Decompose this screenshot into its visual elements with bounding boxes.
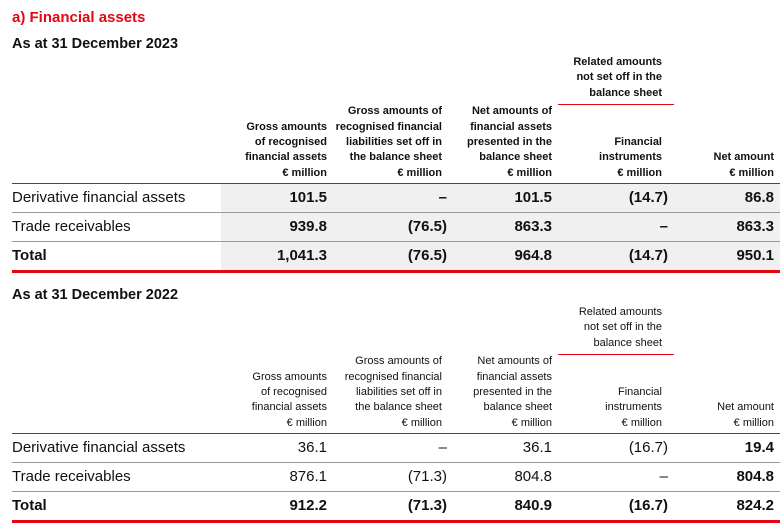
col-header-set-off: Gross amounts of recognised financial liab… [333,104,453,184]
cell-value: 824.2 [674,491,780,523]
header-line: € million [507,166,552,179]
header-line: the balance sheet [349,151,442,164]
header-line: Net amounts of [471,105,552,118]
header-line: € million [617,166,662,179]
cell-value: (14.7) [558,183,674,213]
header-line: financial assets [476,370,552,383]
cell-value: 939.8 [221,212,333,242]
cell-value: 912.2 [221,491,333,523]
col-header-financial-instruments: Financial instruments € million [558,104,674,184]
cell-value: 19.4 [674,433,780,463]
table-row: Total 912.2 (71.3) 840.9 (16.7) 824.2 [12,491,780,523]
cell-value: 36.1 [221,433,333,463]
header-line: Gross amounts [246,120,327,133]
header-line: € million [621,416,662,429]
financial-assets-table: Related amounts not set off in the balan… [12,305,780,523]
header-line: of recognised [260,385,327,398]
group-header-text: Related amounts not set off in the balan… [578,306,662,349]
group-header-text: Related amounts not set off in the balan… [573,56,662,99]
header-line: presented in the [467,135,552,148]
header-line: balance sheet [479,151,552,164]
cell-value: (71.3) [333,491,453,523]
cell-value: 1,041.3 [221,241,333,273]
row-label: Trade receivables [12,462,221,492]
cell-value: 804.8 [453,462,558,492]
header-line: € million [397,166,442,179]
header-line: financial assets [245,151,327,164]
cell-value: – [333,433,453,463]
header-line: Net amount [713,151,775,164]
cell-value: 86.8 [674,183,780,213]
header-line: Net amount [717,401,774,414]
financial-assets-table: Related amounts not set off in the balan… [12,55,780,273]
cell-value: (16.7) [558,433,674,463]
header-line: recognised financial [335,120,442,133]
row-label: Total [12,491,221,523]
cell-value: (14.7) [558,241,674,273]
group-header: Related amounts not set off in the balan… [558,55,674,105]
header-line: recognised financial [344,370,442,383]
header-line: € million [733,416,774,429]
header-line: presented in the [473,385,552,398]
row-label: Total [12,241,221,273]
cell-value: 863.3 [453,212,558,242]
col-header-set-off: Gross amounts of recognised financial liab… [333,354,453,434]
table-row: Trade receivables 876.1 (71.3) 804.8–804.8 [12,462,780,492]
header-line: Gross amounts [252,370,327,383]
cell-value: (16.7) [558,491,674,523]
row-label: Trade receivables [12,212,221,242]
cell-value: – [558,212,674,242]
col-header-gross: Gross amounts of recognised financial asse… [221,354,333,434]
section-heading: As at 31 December 2023 [12,36,179,52]
row-label: Derivative financial assets [12,183,221,213]
table-row: Trade receivables 939.8 (76.5) 863.3–863.3 [12,212,780,242]
header-line: instruments [599,151,662,164]
section-heading: As at 31 December 2022 [12,287,179,303]
cell-value: (76.5) [333,241,453,273]
cell-value: 36.1 [453,433,558,463]
table-row: Derivative financial assets 101.5–101.5 (1… [12,183,780,213]
col-header-financial-instruments: Financial instruments € million [558,354,674,434]
table-row: Total 1,041.3 (76.5) 964.8 (14.7) 950.1 [12,241,780,273]
col-header-net-presented: Net amounts of financial assets presented … [453,104,558,184]
header-line: Gross amounts of [347,105,442,118]
header-line: liabilities set off in [346,135,442,148]
cell-value: 950.1 [674,241,780,273]
cell-value: 101.5 [453,183,558,213]
cell-value: 964.8 [453,241,558,273]
header-line: € million [729,166,774,179]
header-line: of recognised [254,135,327,148]
header-line: € million [286,416,327,429]
col-header-gross: Gross amounts of recognised financial asse… [221,104,333,184]
table-row: Derivative financial assets 36.1–36.1 (16.… [12,433,780,463]
header-line: € million [511,416,552,429]
header-line: instruments [605,401,662,414]
cell-value: – [333,183,453,213]
header-line: € million [282,166,327,179]
header-line: Financial [614,135,662,148]
col-header-net-amount: Net amount € million [674,354,780,434]
cell-value: (71.3) [333,462,453,492]
cell-value: 804.8 [674,462,780,492]
cell-value: 101.5 [221,183,333,213]
cell-value: 840.9 [453,491,558,523]
col-header-net-presented: Net amounts of financial assets presented … [453,354,558,434]
header-line: Net amounts of [477,355,552,368]
cell-value: (76.5) [333,212,453,242]
row-label: Derivative financial assets [12,433,221,463]
cell-value: 876.1 [221,462,333,492]
cell-value: – [558,462,674,492]
header-line: balance sheet [483,401,553,414]
header-line: financial assets [470,120,552,133]
header-line: Financial [617,385,662,398]
section-title: a) Financial assets [12,9,146,26]
header-line: the balance sheet [355,401,442,414]
group-header: Related amounts not set off in the balan… [558,305,674,355]
cell-value: 863.3 [674,212,780,242]
header-line: liabilities set off in [355,385,442,398]
header-line: € million [401,416,442,429]
col-header-net-amount: Net amount € million [674,104,780,184]
header-line: financial assets [251,401,327,414]
header-line: Gross amounts of [355,355,442,368]
